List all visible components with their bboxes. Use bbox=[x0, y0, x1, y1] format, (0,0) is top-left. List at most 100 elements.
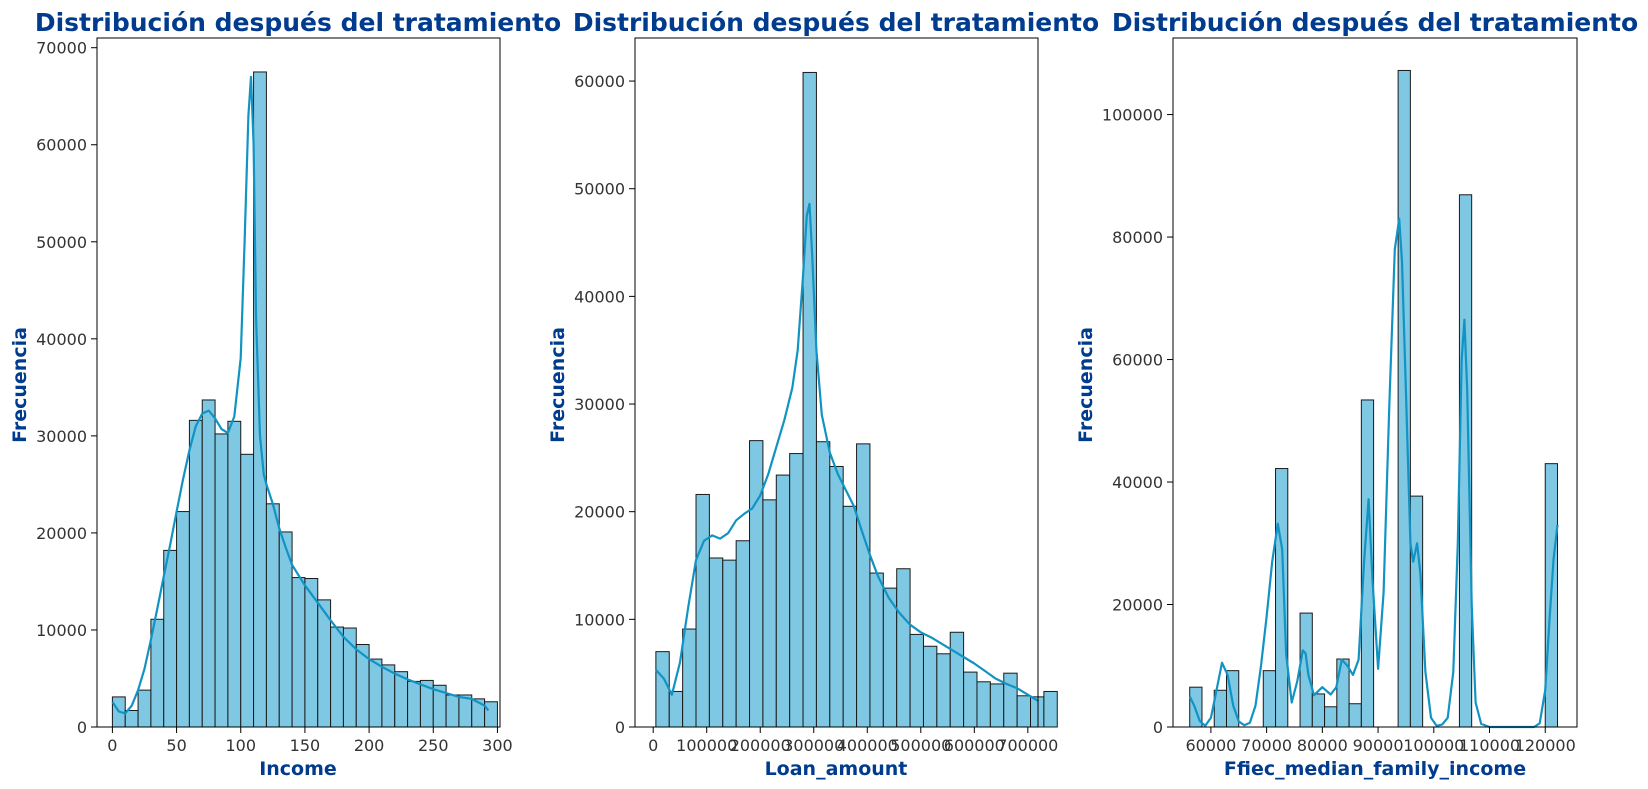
histogram-bar bbox=[1043, 690, 1058, 728]
y-tick-label: 10000 bbox=[36, 621, 87, 640]
histogram-bar bbox=[1016, 695, 1032, 728]
x-tick-label: 80000 bbox=[1297, 736, 1348, 755]
x-tick-label: 200 bbox=[354, 736, 385, 755]
histogram-bar bbox=[1299, 612, 1313, 728]
histogram-bar bbox=[655, 651, 670, 728]
y-axis-label: Frecuencia bbox=[9, 327, 31, 443]
histogram-bar bbox=[368, 658, 383, 728]
axes-frame bbox=[96, 37, 501, 728]
x-tick-label: 100 bbox=[225, 736, 256, 755]
histogram-bar bbox=[856, 443, 871, 728]
histogram-bar bbox=[789, 453, 804, 728]
x-tick-label: 700000 bbox=[997, 736, 1058, 755]
histogram-bar bbox=[1348, 703, 1362, 728]
histogram-bar bbox=[124, 710, 139, 728]
histogram-bar bbox=[381, 664, 396, 728]
y-tick-label: 30000 bbox=[574, 395, 625, 414]
histogram-bar bbox=[802, 71, 817, 728]
y-tick-label: 30000 bbox=[36, 427, 87, 446]
x-tick-label: 90000 bbox=[1353, 736, 1404, 755]
y-tick-label: 40000 bbox=[574, 287, 625, 306]
bars bbox=[1189, 69, 1558, 728]
x-tick-label: 300000 bbox=[783, 736, 844, 755]
histogram-bar bbox=[976, 681, 991, 728]
histogram-bar bbox=[708, 557, 724, 728]
axes-frame bbox=[1172, 37, 1578, 728]
y-tick-label: 60000 bbox=[36, 136, 87, 155]
histogram-bar bbox=[1397, 69, 1411, 728]
histogram-bar bbox=[668, 690, 684, 728]
x-tick-label: 200000 bbox=[730, 736, 791, 755]
y-tick-label: 20000 bbox=[36, 524, 87, 543]
histogram-bar bbox=[265, 503, 280, 728]
y-tick-label: 60000 bbox=[1112, 351, 1163, 370]
histogram-bar bbox=[842, 505, 858, 728]
histogram-bar bbox=[936, 653, 951, 728]
histogram-bar bbox=[1324, 706, 1338, 728]
x-tick-label: 0 bbox=[107, 736, 117, 755]
histogram-bar bbox=[458, 694, 473, 728]
x-tick-label: 100000 bbox=[676, 736, 737, 755]
histogram-bar bbox=[829, 465, 844, 728]
x-axis-label: Loan_amount bbox=[765, 758, 908, 780]
histogram-bar bbox=[949, 631, 965, 728]
histogram-bar bbox=[1275, 468, 1289, 728]
y-axis-label: Frecuencia bbox=[1075, 327, 1097, 443]
histogram-bar bbox=[330, 626, 344, 728]
histogram-bar bbox=[1458, 194, 1473, 728]
histogram-bar bbox=[963, 671, 978, 728]
histogram-bar bbox=[869, 572, 884, 728]
x-tick-label: 300 bbox=[482, 736, 513, 755]
kde-line bbox=[1188, 217, 1559, 729]
histogram-bar bbox=[695, 493, 710, 728]
histogram-bar bbox=[445, 694, 460, 728]
histogram-bar bbox=[922, 645, 938, 728]
histogram-bar bbox=[1409, 495, 1424, 728]
kde-line bbox=[111, 75, 490, 715]
y-tick-label: 60000 bbox=[574, 72, 625, 91]
bars bbox=[655, 71, 1058, 728]
x-axis-label: Ffiec_median_family_income bbox=[1224, 758, 1526, 780]
x-tick-label: 100000 bbox=[1403, 736, 1464, 755]
x-tick-label: 600000 bbox=[944, 736, 1005, 755]
histogram-bar bbox=[882, 587, 898, 728]
histogram-bar bbox=[291, 577, 306, 728]
y-tick-label: 50000 bbox=[36, 233, 87, 252]
histogram-bar bbox=[137, 689, 152, 728]
histogram-bar bbox=[1262, 670, 1277, 728]
histogram-bar bbox=[749, 440, 764, 728]
histogram-bar bbox=[214, 433, 229, 728]
panel-title: Distribución después del tratamiento bbox=[1112, 8, 1638, 37]
histogram-bar bbox=[815, 441, 831, 728]
x-tick-label: 250 bbox=[418, 736, 449, 755]
y-tick-label: 20000 bbox=[1112, 596, 1163, 615]
histogram-bar bbox=[240, 453, 255, 728]
y-tick-label: 20000 bbox=[574, 503, 625, 522]
x-tick-label: 110000 bbox=[1459, 736, 1520, 755]
x-tick-label: 50 bbox=[166, 736, 186, 755]
histogram-bar bbox=[201, 399, 216, 728]
y-tick-label: 0 bbox=[1153, 718, 1163, 737]
histogram-bar bbox=[227, 420, 242, 728]
x-tick-label: 120000 bbox=[1515, 736, 1576, 755]
y-tick-label: 40000 bbox=[1112, 473, 1163, 492]
histogram-bar bbox=[1311, 693, 1326, 728]
panel-ffiec-median-family-income: Distribución después del tratamiento Ffi… bbox=[1075, 8, 1638, 780]
histogram-bar bbox=[407, 680, 421, 728]
histogram-bar bbox=[989, 683, 1005, 728]
histogram-bar bbox=[682, 628, 697, 728]
x-axis-label: Income bbox=[259, 758, 337, 780]
histogram-bar bbox=[775, 474, 791, 728]
histogram-bar bbox=[253, 71, 267, 728]
y-tick-label: 80000 bbox=[1112, 228, 1163, 247]
histogram-bar bbox=[896, 568, 911, 728]
y-tick-label: 0 bbox=[615, 718, 625, 737]
histogram-bar bbox=[394, 671, 409, 728]
histogram-bar bbox=[1003, 672, 1018, 728]
histogram-bar bbox=[188, 419, 203, 728]
histogram-bar bbox=[176, 511, 190, 728]
panel-loan-amount: Distribución después del tratamiento Loa… bbox=[547, 8, 1099, 780]
histogram-bar bbox=[735, 540, 751, 728]
bars bbox=[111, 71, 498, 728]
